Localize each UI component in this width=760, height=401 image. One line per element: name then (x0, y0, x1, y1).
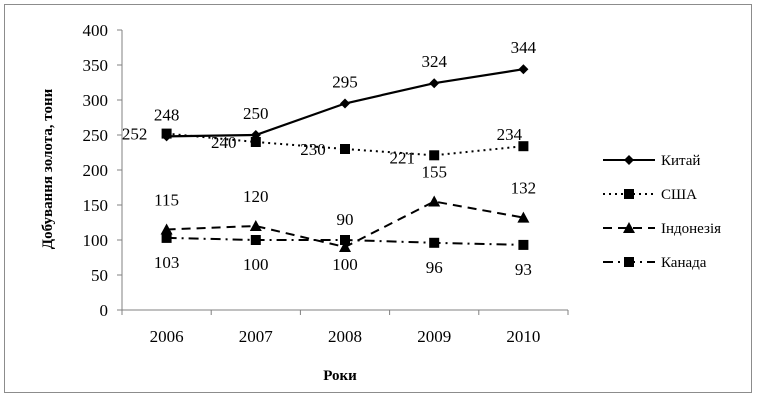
x-tick-label: 2010 (506, 327, 540, 346)
series-3-point (250, 235, 261, 245)
legend-entry: Індонезія (661, 221, 721, 237)
y-tick-label: 50 (91, 266, 108, 285)
y-axis-title: Добування золота, тони (40, 88, 56, 249)
x-axis-title: Роки (323, 368, 357, 384)
series-2-point (160, 223, 173, 235)
y-tick-label: 400 (83, 21, 109, 40)
data-label: 250 (243, 104, 269, 123)
data-label: 115 (154, 191, 179, 210)
data-label: 120 (243, 187, 269, 206)
series-3-point (161, 232, 172, 243)
data-label: 103 (154, 253, 180, 272)
data-label: 230 (300, 140, 326, 159)
data-label: 93 (515, 260, 532, 279)
series-layer (160, 64, 530, 252)
x-tick-label: 2008 (328, 327, 362, 346)
y-tick-label: 350 (83, 56, 109, 75)
series-3-point (429, 237, 440, 248)
y-tick-label: 300 (83, 91, 109, 110)
data-label: 132 (511, 179, 537, 198)
series-0-point (518, 64, 529, 75)
x-tick-label: 2006 (150, 327, 184, 346)
series-2-point (517, 211, 530, 223)
data-labels-layer: 248 250 295 324 344 252 240 230 221 234 115 120 90 15… (122, 38, 537, 279)
data-label: 324 (421, 52, 447, 71)
y-tick-label: 200 (83, 161, 109, 180)
legend-entry: Китай (661, 153, 700, 169)
y-tick-label: 150 (83, 196, 109, 215)
series-0-point (429, 78, 440, 89)
legend-marker (624, 155, 634, 165)
data-label: 295 (332, 73, 358, 92)
legend-entry: США (661, 187, 697, 203)
x-tick-label: 2007 (239, 327, 274, 346)
data-label: 248 (154, 105, 180, 124)
data-label: 234 (497, 125, 523, 144)
series-1-point (518, 141, 529, 152)
legend-entry: Канада (661, 255, 707, 271)
data-label: 96 (426, 258, 443, 277)
legend-marker (623, 222, 635, 233)
series-3-point (340, 235, 350, 245)
data-label: 240 (211, 133, 237, 152)
plot-area: 0 50 100 150 200 250 300 350 400 2006 2007 2008 2009… (83, 21, 569, 346)
series-3-point (518, 239, 529, 250)
data-label: 90 (337, 210, 354, 229)
y-tick-label: 250 (83, 126, 109, 145)
data-label: 100 (243, 255, 269, 274)
data-label: 252 (122, 125, 148, 144)
legend-marker (624, 189, 634, 199)
series-1-point (429, 150, 440, 161)
data-label: 344 (511, 38, 537, 57)
series-2-point (428, 195, 441, 207)
series-1-point (340, 144, 350, 154)
series-1-point (161, 128, 172, 139)
series-1-point (250, 137, 261, 147)
data-label: 100 (332, 255, 358, 274)
y-tick-label: 0 (100, 301, 109, 320)
series-0-point (340, 98, 350, 109)
data-label: 221 (389, 148, 415, 167)
series-2-point (339, 241, 351, 252)
x-tick-label: 2009 (417, 327, 451, 346)
legend: Китай США Індонезія Канада (603, 153, 721, 271)
y-tick-label: 100 (83, 231, 109, 250)
legend-marker (624, 257, 634, 267)
data-label: 155 (421, 163, 447, 182)
series-2-point (249, 220, 262, 231)
